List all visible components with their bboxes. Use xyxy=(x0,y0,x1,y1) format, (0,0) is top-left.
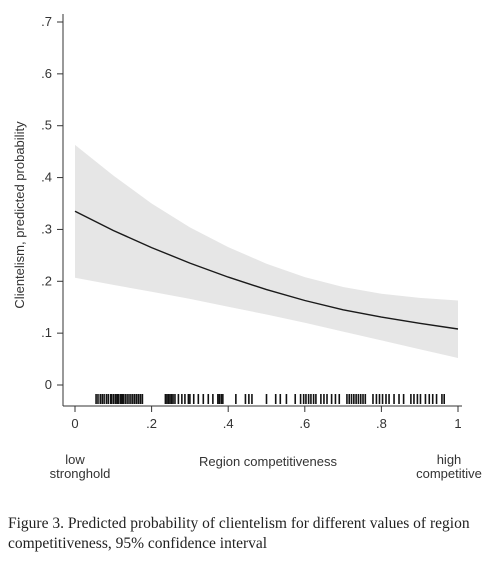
x-axis-label: Region competitiveness xyxy=(199,454,338,469)
y-tick-label: 0 xyxy=(45,377,52,392)
x-end-label-left-line1: low xyxy=(65,452,85,467)
confidence-band-layer xyxy=(75,144,458,358)
rug-layer xyxy=(95,394,446,404)
x-tick-label: .2 xyxy=(146,416,157,431)
y-tick-label: .6 xyxy=(41,66,52,81)
x-end-label-right-line2: competitive xyxy=(416,466,482,481)
prediction-line xyxy=(74,210,459,330)
y-axis-label: Clientelism, predicted probability xyxy=(12,121,27,309)
x-tick-label: .8 xyxy=(376,416,387,431)
x-ticks: 0 .2 .4 .6 .8 1 xyxy=(71,406,462,431)
confidence-band xyxy=(75,144,458,358)
figure-caption: Figure 3. Predicted probability of clien… xyxy=(8,515,470,552)
chart: 0 .1 .2 .3 .4 .5 .6 .7 0 .2 .4 .6 .8 1 Clientelism, … xyxy=(12,14,482,481)
prediction-line-layer xyxy=(74,210,459,330)
x-tick-label: .6 xyxy=(299,416,310,431)
y-tick-label: .5 xyxy=(41,118,52,133)
y-tick-label: .2 xyxy=(41,273,52,288)
y-tick-label: .3 xyxy=(41,221,52,236)
x-tick-label: 1 xyxy=(454,416,461,431)
y-tick-label: .7 xyxy=(41,14,52,29)
x-end-label-right-line1: high xyxy=(437,452,462,467)
x-end-label-left-line2: stronghold xyxy=(50,466,111,481)
x-tick-label: 0 xyxy=(71,416,78,431)
y-tick-label: .1 xyxy=(41,325,52,340)
x-tick-label: .4 xyxy=(223,416,234,431)
y-tick-label: .4 xyxy=(41,170,52,185)
y-ticks: 0 .1 .2 .3 .4 .5 .6 .7 xyxy=(41,14,63,392)
